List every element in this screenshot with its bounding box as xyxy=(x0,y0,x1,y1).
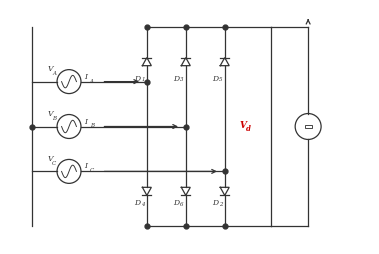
Text: 5: 5 xyxy=(219,77,223,82)
Bar xyxy=(305,125,312,129)
Text: V: V xyxy=(47,109,53,117)
Text: I: I xyxy=(84,72,87,80)
Text: 6: 6 xyxy=(180,201,184,207)
Text: d: d xyxy=(246,125,251,133)
Text: B: B xyxy=(52,115,56,120)
Text: D: D xyxy=(212,199,218,207)
Text: D: D xyxy=(173,74,179,82)
Text: B: B xyxy=(90,123,94,128)
Text: 1: 1 xyxy=(141,77,145,82)
Text: 2: 2 xyxy=(219,201,223,207)
Text: V: V xyxy=(47,65,53,73)
Text: V: V xyxy=(47,154,53,162)
Text: D: D xyxy=(134,74,140,82)
Text: V: V xyxy=(240,121,247,130)
Text: D: D xyxy=(173,199,179,207)
Text: I: I xyxy=(84,162,87,170)
Text: I: I xyxy=(84,117,87,125)
Text: D: D xyxy=(212,74,218,82)
Text: 4: 4 xyxy=(141,201,145,207)
Text: D: D xyxy=(134,199,140,207)
Text: A: A xyxy=(90,78,94,83)
Text: C: C xyxy=(52,160,56,165)
Text: 3: 3 xyxy=(180,77,184,82)
Text: C: C xyxy=(90,168,94,173)
Text: A: A xyxy=(52,71,56,76)
